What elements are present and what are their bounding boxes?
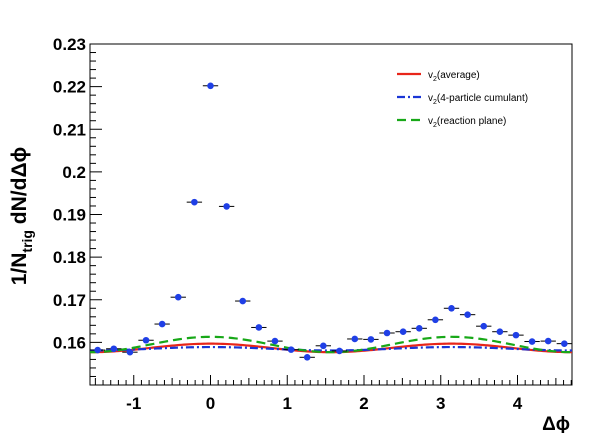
y-tick-label: 0.18 [53, 248, 86, 267]
data-point [496, 328, 504, 336]
y-tick-label: 0.2 [62, 163, 86, 182]
data-point [480, 322, 488, 330]
y-tick-label: 0.16 [53, 333, 86, 352]
data-point [239, 297, 247, 305]
x-tick-labels: -1 0 1 2 3 4 [126, 394, 523, 413]
y-axis-title-main: 1/N [8, 253, 31, 286]
data-point [255, 324, 263, 331]
x-tick-label: 4 [513, 394, 523, 413]
data-point [158, 320, 166, 328]
y-tick-label: 0.23 [53, 35, 86, 54]
data-point [287, 346, 295, 353]
series-line-2 [90, 345, 572, 352]
data-point [351, 335, 359, 343]
x-tick-label: 1 [283, 394, 292, 413]
legend-label-2: v2(4-particle cumulant) [428, 93, 528, 106]
data-point [110, 345, 118, 353]
data-point [271, 337, 279, 345]
x-tick-label: 3 [436, 394, 445, 413]
model-curves [89, 335, 573, 354]
y-axis-title-rest: dN/dΔϕ [8, 147, 31, 230]
legend-label-3: v2(reaction plane) [428, 116, 506, 129]
y-tick-labels: 0.16 0.17 0.18 0.19 0.2 0.21 0.22 0.23 [53, 35, 86, 352]
data-point [448, 304, 455, 312]
data-point [383, 329, 391, 337]
legend: v2(average) v2(4-particle cumulant) v2(rea… [397, 70, 528, 129]
x-tick-label: -1 [126, 394, 141, 413]
data-point [432, 316, 439, 324]
y-tick-label: 0.22 [53, 78, 86, 97]
data-point [399, 328, 407, 336]
data-points [90, 82, 572, 361]
y-axis-title: 1/Ntrig dN/dΔϕ [8, 147, 35, 286]
y-axis-title-sub: trig [19, 230, 35, 253]
data-point [223, 203, 230, 210]
data-point [94, 346, 101, 354]
x-axis-title: Δϕ [542, 414, 570, 433]
data-point [142, 336, 150, 344]
x-tick-label: 2 [359, 394, 368, 413]
axis-ticks [90, 43, 572, 386]
x-tick-label: 0 [206, 394, 215, 413]
data-point [415, 325, 423, 332]
legend-label-1: v2(average) [428, 70, 480, 83]
y-tick-label: 0.19 [53, 206, 86, 225]
data-point [303, 353, 311, 361]
y-tick-label: 0.17 [53, 291, 86, 310]
series-line-3 [89, 335, 573, 354]
data-point [320, 342, 327, 350]
data-point [512, 331, 520, 339]
data-point [191, 198, 198, 206]
data-point [544, 337, 552, 345]
data-point [528, 338, 536, 345]
data-point [207, 82, 214, 90]
data-point [126, 348, 134, 356]
data-point [367, 336, 375, 343]
y-tick-label: 0.21 [53, 120, 86, 139]
data-point [174, 293, 182, 301]
data-point [561, 340, 568, 347]
data-point [336, 347, 343, 355]
data-point [464, 311, 471, 318]
